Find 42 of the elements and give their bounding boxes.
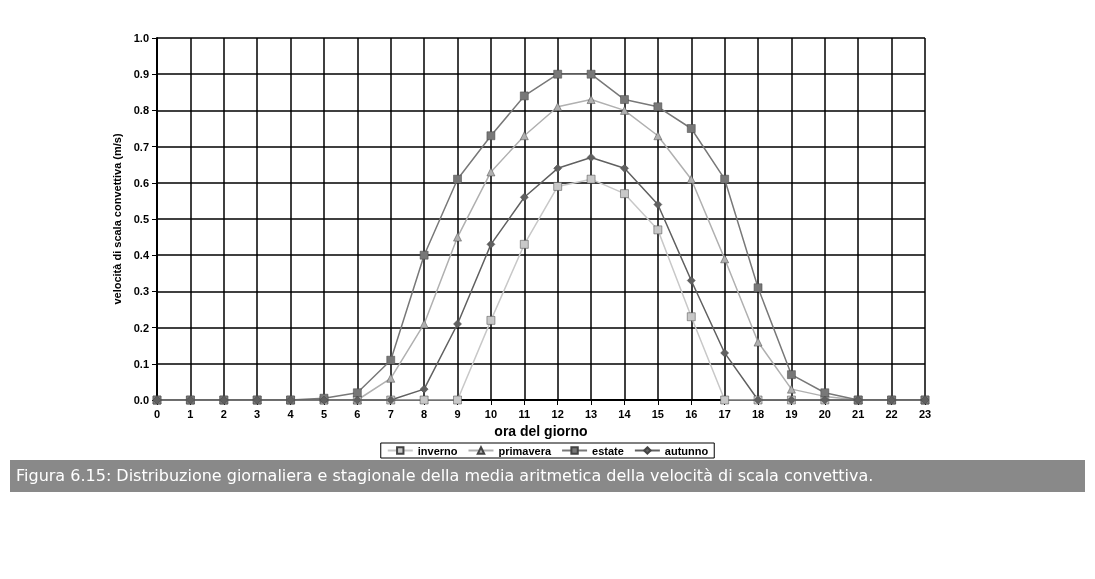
x-tick-label: 18 (751, 407, 765, 420)
x-tick-label: 22 (885, 407, 898, 420)
x-tick-label: 17 (718, 407, 731, 420)
y-tick-label: 0.7 (133, 140, 149, 153)
x-tick-label: 16 (685, 407, 698, 420)
x-tick-label: 8 (421, 407, 428, 420)
x-tick-label: 21 (852, 407, 865, 420)
y-tick-label: 1.0 (133, 32, 149, 44)
x-tick-label: 6 (354, 407, 361, 420)
y-tick-label: 0.5 (133, 213, 149, 225)
y-tick-label: 0.3 (133, 285, 149, 298)
x-tick-label: 14 (618, 407, 632, 420)
legend-label: primavera (498, 444, 552, 457)
x-tick-label: 1 (187, 407, 194, 420)
x-tick-label: 4 (287, 407, 295, 420)
x-tick-label: 3 (254, 407, 261, 420)
x-tick-label: 10 (484, 407, 498, 420)
x-tick-label: 19 (785, 407, 798, 420)
x-tick-label: 20 (818, 407, 831, 420)
x-tick-label: 0 (153, 407, 161, 420)
x-tick-label: 2 (220, 407, 227, 420)
x-tick-label: 12 (551, 407, 564, 420)
y-tick-label: 0.0 (133, 394, 149, 406)
y-tick-label: 0.1 (133, 357, 149, 370)
legend-label: inverno (417, 444, 458, 457)
y-tick-label: 0.6 (133, 176, 149, 189)
y-axis-title: velocità di scala convettiva (m/s) (110, 133, 123, 305)
y-tick-label: 0.9 (133, 68, 149, 81)
x-axis-title: ora del giorno (494, 422, 588, 439)
x-tick-label: 5 (320, 407, 328, 420)
y-tick-label: 0.2 (133, 321, 149, 334)
x-tick-label: 9 (454, 407, 461, 420)
y-tick-label: 0.4 (133, 249, 150, 262)
text: Figura 6.15: Distribuzione giornaliera e stagionale della media aritmetica della velocità di scala convettiva. (10, 460, 1085, 492)
legend-label: autunno (664, 444, 709, 457)
x-tick-label: 15 (651, 407, 664, 420)
x-tick-label: 23 (918, 407, 932, 420)
x-tick-label: 13 (584, 407, 598, 420)
legend-label: estate (592, 444, 624, 457)
y-tick-label: 0.8 (133, 104, 149, 117)
x-tick-label: 7 (387, 407, 394, 420)
x-tick-label: 11 (518, 407, 531, 420)
